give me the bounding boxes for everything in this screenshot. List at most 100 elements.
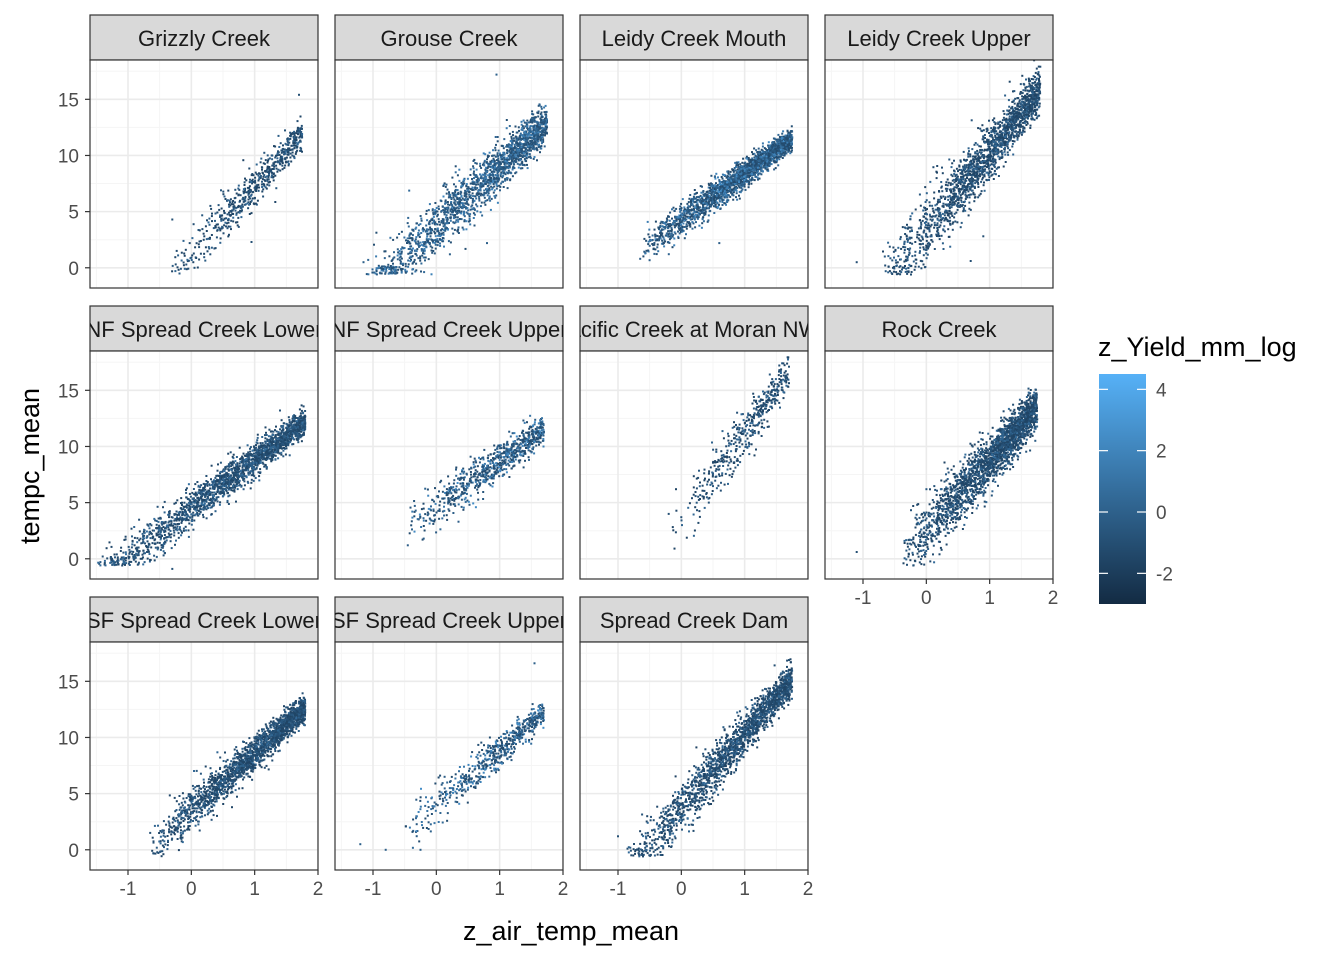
data-point	[654, 248, 657, 251]
data-point	[978, 145, 981, 148]
data-point	[437, 218, 440, 221]
data-point	[237, 225, 240, 228]
data-point	[401, 246, 404, 249]
data-point	[523, 154, 526, 157]
data-point	[400, 252, 403, 255]
data-point	[543, 131, 546, 134]
data-point	[506, 157, 509, 160]
data-point	[780, 138, 783, 140]
data-point	[443, 245, 445, 248]
data-point	[721, 204, 724, 206]
data-point	[669, 211, 672, 214]
data-point	[496, 140, 499, 143]
data-point	[208, 247, 211, 250]
data-point	[721, 173, 724, 176]
data-point	[484, 203, 487, 206]
data-point	[751, 162, 754, 165]
data-point	[454, 165, 457, 168]
data-point	[388, 266, 391, 269]
data-point	[253, 181, 256, 183]
data-point	[514, 125, 517, 128]
data-point	[496, 180, 499, 183]
data-point	[248, 181, 251, 184]
data-point	[286, 140, 289, 142]
data-point	[192, 223, 195, 226]
data-point	[391, 272, 394, 275]
data-point	[540, 105, 543, 108]
data-point	[928, 204, 931, 207]
data-point	[296, 120, 299, 123]
data-point	[508, 162, 511, 165]
data-point	[193, 266, 196, 269]
data-point	[673, 226, 676, 229]
data-point	[492, 168, 495, 171]
data-point	[466, 212, 469, 215]
data-point	[472, 207, 475, 210]
data-point	[743, 169, 746, 172]
data-point	[531, 113, 534, 115]
data-point	[423, 249, 426, 252]
data-point	[229, 198, 232, 201]
data-point	[502, 174, 505, 177]
data-point	[759, 172, 762, 175]
data-point	[675, 218, 678, 221]
data-point	[716, 192, 719, 194]
data-point	[701, 218, 704, 221]
data-point	[665, 232, 668, 235]
data-point	[458, 209, 461, 212]
data-point	[520, 134, 523, 137]
data-point	[203, 256, 206, 259]
data-point	[971, 182, 974, 185]
data-point	[273, 165, 276, 168]
data-point	[743, 185, 746, 188]
data-point	[445, 214, 448, 217]
data-point	[474, 195, 477, 198]
data-point	[419, 241, 422, 244]
data-point	[292, 140, 295, 143]
data-point	[682, 216, 685, 219]
data-point	[544, 123, 547, 126]
data-point	[448, 195, 451, 198]
data-point	[218, 208, 221, 211]
data-point	[752, 169, 755, 171]
data-point	[749, 158, 752, 161]
data-point	[693, 201, 696, 204]
data-point	[281, 162, 284, 165]
data-point	[446, 209, 449, 212]
data-point	[185, 263, 188, 266]
data-point	[709, 199, 712, 202]
facet-strip-label: Grouse Creek	[381, 26, 519, 51]
data-point	[475, 193, 478, 196]
data-point	[529, 129, 532, 132]
data-point	[715, 194, 718, 197]
data-point	[433, 241, 436, 244]
data-point	[695, 211, 698, 213]
data-point	[496, 176, 499, 179]
data-point	[772, 151, 775, 154]
data-point	[681, 219, 684, 222]
data-point	[740, 186, 743, 189]
data-point	[252, 202, 255, 205]
data-point	[749, 178, 751, 181]
data-point	[517, 138, 520, 141]
data-point	[508, 144, 510, 146]
data-point	[451, 213, 454, 216]
data-point	[694, 211, 697, 213]
data-point	[774, 154, 777, 156]
data-point	[293, 157, 296, 160]
facet-strip-label: Leidy Creek Mouth	[602, 26, 787, 51]
data-point	[287, 138, 290, 141]
data-point	[515, 156, 517, 159]
data-point	[290, 144, 293, 147]
data-point	[515, 142, 518, 145]
data-point	[449, 241, 452, 244]
data-point	[518, 151, 521, 153]
data-point	[680, 229, 683, 232]
data-point	[668, 232, 671, 235]
data-point	[406, 240, 409, 242]
data-point	[693, 193, 696, 196]
data-point	[748, 181, 751, 184]
data-point	[495, 187, 498, 190]
data-point	[375, 255, 378, 258]
data-point	[752, 165, 755, 168]
